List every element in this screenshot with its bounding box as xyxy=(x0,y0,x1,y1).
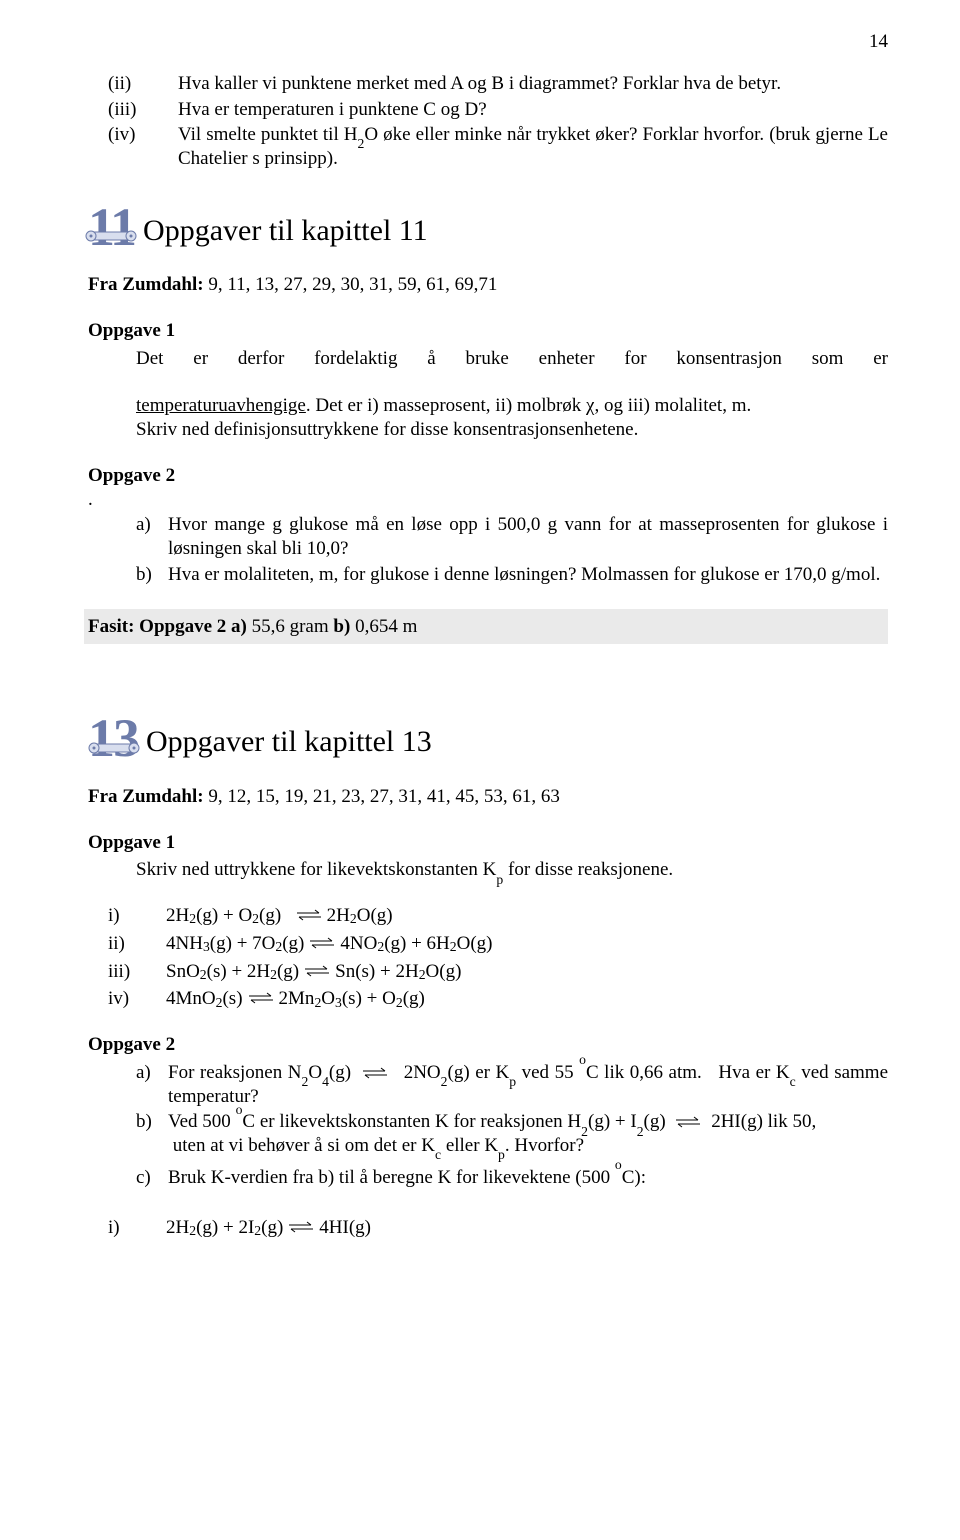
eq-label: ii) xyxy=(88,932,166,956)
fasit-b-label: b) xyxy=(333,616,350,637)
equation-list: i) 2H2(g) + O2(g) 2H2O(g) ii) 4NH3(g) + … xyxy=(88,904,888,1011)
oppgave-1-body: Det er derfor fordelaktig å bruke enhete… xyxy=(88,347,888,442)
chapter-heading-text: Oppgaver til kapittel 13 xyxy=(146,723,432,763)
item-label: b) xyxy=(136,1110,168,1158)
eq-body: 2H2(g) + 2I2(g) 4HI(g) xyxy=(166,1216,888,1240)
fasit-prefix: Fasit: Oppgave 2 a) xyxy=(88,616,247,637)
equilibrium-arrow-icon xyxy=(287,1220,315,1234)
list-item: c) Bruk K-verdien fra b) til å beregne K… xyxy=(136,1166,888,1190)
item-text: Ved 500 oC er likevektskonstanten K for … xyxy=(168,1110,888,1158)
subscript-p: p xyxy=(496,872,503,887)
oppgave-2-13-list: a) For reaksjonen N2O4(g) 2NO2(g) er Kp … xyxy=(88,1061,888,1190)
item-text: Hva kaller vi punktene merket med A og B… xyxy=(178,72,888,96)
item-label: b) xyxy=(136,563,168,587)
text: for disse reaksjonene. xyxy=(503,859,673,880)
eq-label: i) xyxy=(88,904,166,928)
eq-body: SnO2(s) + 2H2(g) Sn(s) + 2H2O(g) xyxy=(166,960,888,984)
oppgave-1-13-label: Oppgave 1 xyxy=(88,831,888,855)
list-item: b) Ved 500 oC er likevektskonstanten K f… xyxy=(136,1110,888,1158)
list-item: (ii) Hva kaller vi punktene merket med A… xyxy=(88,72,888,96)
item-text: For reaksjonen N2O4(g) 2NO2(g) er Kp ved… xyxy=(168,1061,888,1109)
oppgave-2-list: a) Hvor mange g glukose må en løse opp i… xyxy=(88,513,888,586)
item-text: Bruk K-verdien fra b) til å beregne K fo… xyxy=(168,1166,888,1190)
eq-label: i) xyxy=(88,1216,166,1240)
oppgave-1-line3: Skriv ned definisjonsuttrykkene for diss… xyxy=(136,418,888,442)
oppgave-1-line1: Det er derfor fordelaktig å bruke enhete… xyxy=(136,347,888,395)
zumdahl-values: 9, 11, 13, 27, 29, 30, 31, 59, 61, 69,71 xyxy=(204,274,498,295)
bottom-equation: i) 2H2(g) + 2I2(g) 4HI(g) xyxy=(88,1216,888,1240)
list-item: (iv) Vil smelte punktet til H2O øke elle… xyxy=(88,123,888,171)
chapter-11-heading: 11 Oppgaver til kapittel 11 xyxy=(88,203,888,252)
equilibrium-arrow-icon xyxy=(308,936,336,950)
oppgave-1-label: Oppgave 1 xyxy=(88,319,888,343)
oppgave-1-line2: temperaturuavhengige. Det er i) massepro… xyxy=(136,394,888,418)
list-item: a) Hvor mange g glukose må en løse opp i… xyxy=(136,513,888,561)
zumdahl-values: 9, 12, 15, 19, 21, 23, 27, 31, 41, 45, 5… xyxy=(204,786,560,807)
zumdahl-line: Fra Zumdahl: 9, 11, 13, 27, 29, 30, 31, … xyxy=(88,273,888,297)
item-text: Hva er molaliteten, m, for glukose i den… xyxy=(168,563,888,587)
equation-row: i) 2H2(g) + 2I2(g) 4HI(g) xyxy=(88,1216,888,1240)
text: Det er derfor fordelaktig å bruke enhete… xyxy=(136,348,888,369)
equation-row: iii) SnO2(s) + 2H2(g) Sn(s) + 2H2O(g) xyxy=(88,960,888,984)
fasit-block: Fasit: Oppgave 2 a) 55,6 gram b) 0,654 m xyxy=(84,609,888,645)
fasit-b-value: 0,654 m xyxy=(350,616,417,637)
eq-label: iv) xyxy=(88,987,166,1011)
scroll-icon xyxy=(88,739,140,757)
eq-body: 2H2(g) + O2(g) 2H2O(g) xyxy=(166,904,888,928)
item-label: c) xyxy=(136,1166,168,1190)
item-label: (iii) xyxy=(88,98,178,122)
oppgave-1-13-body: Skriv ned uttrykkene for likevektskonsta… xyxy=(88,858,888,882)
fasit-a-value: 55,6 gram xyxy=(247,616,334,637)
zumdahl-label: Fra Zumdahl: xyxy=(88,274,204,295)
item-label: a) xyxy=(136,1061,168,1109)
top-question-list: (ii) Hva kaller vi punktene merket med A… xyxy=(88,72,888,171)
item-text: Hvor mange g glukose må en løse opp i 50… xyxy=(168,513,888,561)
list-item: a) For reaksjonen N2O4(g) 2NO2(g) er Kp … xyxy=(136,1061,888,1109)
chapter-badge-icon: 13 xyxy=(88,714,140,763)
equilibrium-arrow-icon xyxy=(361,1066,389,1080)
list-item: b) Hva er molaliteten, m, for glukose i … xyxy=(136,563,888,587)
zumdahl-line-13: Fra Zumdahl: 9, 12, 15, 19, 21, 23, 27, … xyxy=(88,785,888,809)
equilibrium-arrow-icon xyxy=(247,991,275,1005)
equation-row: i) 2H2(g) + O2(g) 2H2O(g) xyxy=(88,904,888,928)
equation-row: ii) 4NH3(g) + 7O2(g) 4NO2(g) + 6H2O(g) xyxy=(88,932,888,956)
item-text: Hva er temperaturen i punktene C og D? xyxy=(178,98,888,122)
equilibrium-arrow-icon xyxy=(303,964,331,978)
item-label: (iv) xyxy=(88,123,178,171)
equation-row: iv) 4MnO2(s) 2Mn2O3(s) + O2(g) xyxy=(88,987,888,1011)
eq-body: 4MnO2(s) 2Mn2O3(s) + O2(g) xyxy=(166,987,888,1011)
eq-label: iii) xyxy=(88,960,166,984)
list-item: (iii) Hva er temperaturen i punktene C o… xyxy=(88,98,888,122)
oppgave-2-dot: . xyxy=(88,488,888,512)
equilibrium-arrow-icon xyxy=(674,1115,702,1129)
item-label: (ii) xyxy=(88,72,178,96)
oppgave-2-13-label: Oppgave 2 xyxy=(88,1033,888,1057)
oppgave-2-label: Oppgave 2 xyxy=(88,464,888,488)
zumdahl-label: Fra Zumdahl: xyxy=(88,786,204,807)
underlined-term: temperaturuavhengige xyxy=(136,395,306,416)
page-number: 14 xyxy=(88,30,888,54)
eq-body: 4NH3(g) + 7O2(g) 4NO2(g) + 6H2O(g) xyxy=(166,932,888,956)
text: . Det er i) masseprosent, ii) molbrøk χ,… xyxy=(306,395,751,416)
equilibrium-arrow-icon xyxy=(295,908,323,922)
chapter-badge-icon: 11 xyxy=(88,203,137,252)
chapter-13-heading: 13 Oppgaver til kapittel 13 xyxy=(88,714,888,763)
scroll-icon xyxy=(85,227,137,245)
item-label: a) xyxy=(136,513,168,561)
chapter-heading-text: Oppgaver til kapittel 11 xyxy=(143,212,428,252)
text: Skriv ned uttrykkene for likevektskonsta… xyxy=(136,859,496,880)
item-text: Vil smelte punktet til H2O øke eller min… xyxy=(178,123,888,171)
